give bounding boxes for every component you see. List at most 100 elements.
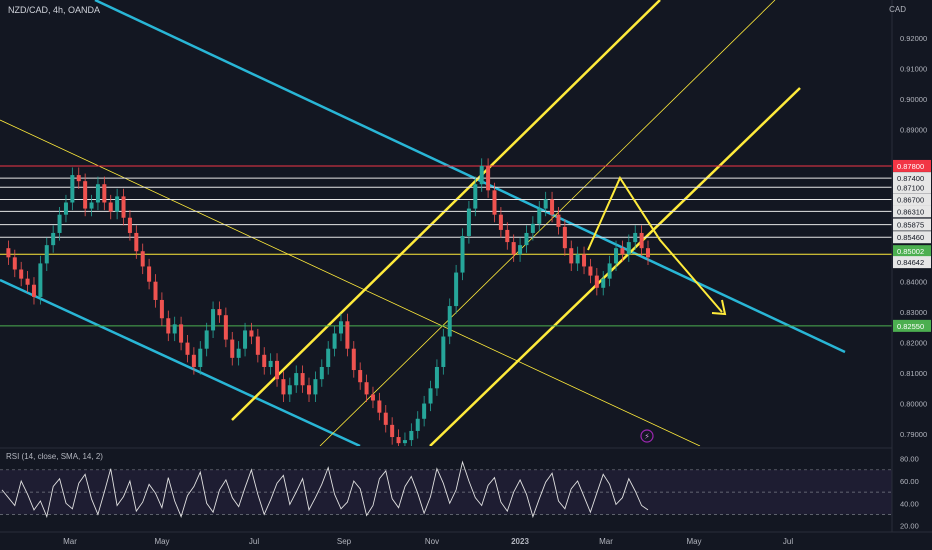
candle-body	[556, 214, 561, 227]
candle-body	[626, 242, 631, 255]
candle-body	[134, 232, 139, 252]
candle-body	[19, 269, 24, 279]
level-badge	[893, 172, 931, 185]
candle-body	[44, 245, 49, 264]
price-badge-label: 0.84642	[897, 258, 924, 267]
candle-body	[441, 336, 446, 367]
level-badge	[893, 159, 931, 172]
candle-body	[582, 254, 587, 267]
candle-body	[76, 175, 81, 182]
candle-body	[172, 324, 177, 334]
candle-body	[434, 366, 439, 389]
price-tick-label: 0.82000	[900, 339, 927, 348]
channel-line-yellow-left[interactable]	[231, 0, 661, 421]
candle-body	[569, 248, 574, 264]
time-tick-label: 2023	[511, 537, 529, 546]
level-badge	[893, 205, 931, 218]
time-tick-label: May	[686, 537, 701, 546]
candle-body	[415, 418, 420, 431]
alert-icon[interactable]	[640, 429, 654, 443]
price-tick-label: 0.84000	[900, 278, 927, 287]
candle-body	[447, 306, 452, 337]
candle-body	[287, 385, 292, 395]
candle-body	[217, 309, 222, 316]
candle-body	[639, 232, 644, 249]
candle-body	[633, 232, 638, 243]
candle-body	[460, 236, 465, 273]
price-tick-label: 0.81000	[900, 369, 927, 378]
candle-body	[89, 202, 94, 209]
level-badge-label: 0.85460	[897, 233, 924, 242]
level-badge-label: 0.87800	[897, 162, 924, 171]
channel-line-cyan-upper[interactable]	[94, 0, 846, 354]
candle-body	[338, 321, 343, 334]
candle-body	[51, 232, 56, 246]
projection-arrow[interactable]	[587, 175, 723, 313]
candle-body	[294, 373, 299, 386]
rsi-title[interactable]: RSI (14, close, SMA, 14, 2)	[6, 452, 103, 461]
price-tick-label: 0.79000	[900, 430, 927, 439]
candle-body	[31, 284, 36, 297]
candle-body	[191, 354, 196, 367]
candle-body	[492, 190, 497, 215]
candle-body	[147, 266, 152, 282]
candle-body	[211, 309, 216, 331]
alert-bolt-icon: ⚡	[644, 432, 650, 441]
candle-body	[185, 342, 190, 355]
candle-body	[537, 208, 542, 224]
candle-body	[57, 214, 62, 233]
candle-body	[236, 348, 241, 358]
candle-body	[486, 165, 491, 191]
channel-line-yellow-thin[interactable]	[319, 0, 776, 446]
rsi-tick-label: 80.00	[900, 455, 919, 464]
candle-body	[550, 199, 555, 215]
time-tick-label: Jul	[249, 537, 259, 546]
price-tick-label: 0.90000	[900, 95, 927, 104]
candle-body	[543, 199, 548, 209]
projection-arrowhead	[711, 299, 727, 316]
candle-body	[454, 272, 459, 307]
candle-body	[402, 440, 407, 444]
candle-body	[6, 248, 11, 258]
candle-body	[153, 281, 158, 300]
candle-body	[326, 348, 331, 367]
candle-body	[575, 254, 580, 264]
candle-body	[223, 315, 228, 340]
candle-body	[262, 354, 267, 367]
candle-body	[121, 196, 126, 218]
candle-body	[12, 257, 17, 270]
level-badge	[893, 231, 931, 244]
candle-body	[428, 388, 433, 404]
candle-body	[518, 245, 523, 255]
channel-line-cyan-lower[interactable]	[0, 278, 361, 446]
price-tick-label: 0.89000	[900, 125, 927, 134]
candle-body	[63, 202, 68, 215]
currency-label: CAD	[889, 5, 906, 14]
trendline-yellow-thin[interactable]	[0, 119, 701, 446]
candle-body	[275, 360, 280, 380]
candle-body	[115, 196, 120, 212]
candle-body	[307, 385, 312, 395]
level-badge	[893, 218, 931, 231]
channel-line-yellow-right[interactable]	[429, 87, 801, 446]
candle-body	[83, 181, 88, 209]
candle-body	[594, 275, 599, 288]
rsi-line	[1, 460, 649, 519]
symbol-title[interactable]: NZD/CAD, 4h, OANDA	[8, 5, 101, 15]
candle-body	[255, 336, 260, 355]
price-tick-label: 0.92000	[900, 34, 927, 43]
candle-body	[70, 175, 75, 203]
candle-body	[562, 226, 567, 249]
candle-body	[166, 318, 171, 334]
candle-body	[204, 330, 209, 349]
candle-body	[466, 208, 471, 236]
rsi-tick-label: 40.00	[900, 499, 919, 508]
level-badge-label: 0.86310	[897, 207, 924, 216]
candle-body	[230, 339, 235, 358]
time-tick-label: Jul	[783, 537, 793, 546]
level-badge-label: 0.82550	[897, 322, 924, 331]
candle-body	[646, 248, 650, 258]
candle-body	[281, 379, 286, 395]
candle-body	[268, 360, 273, 367]
